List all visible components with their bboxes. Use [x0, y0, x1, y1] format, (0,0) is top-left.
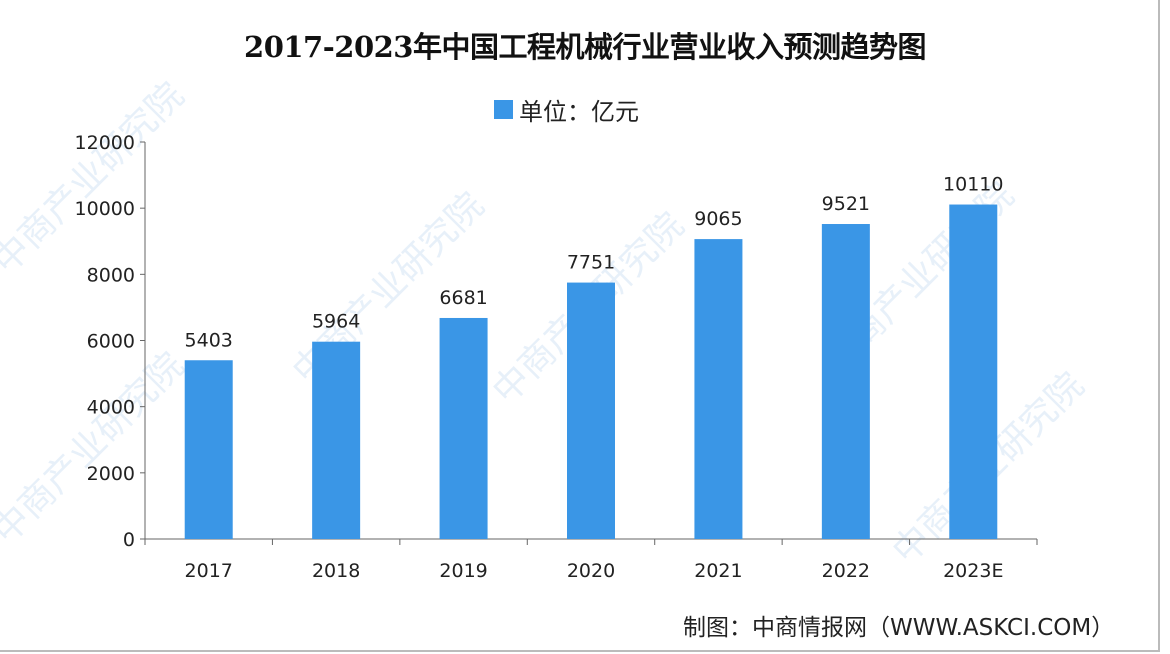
y-tick-label: 8000	[87, 264, 135, 286]
chart-title: 2017-2023年中国工程机械行业营业收入预测趋势图	[244, 30, 926, 64]
bar-2017	[184, 360, 233, 539]
y-tick-label: 12000	[75, 132, 135, 154]
x-tick-label: 2021	[694, 560, 742, 582]
y-tick-label: 2000	[87, 463, 135, 485]
data-label: 9521	[822, 193, 870, 215]
data-label: 5964	[312, 311, 360, 333]
bar-2023E	[949, 204, 998, 539]
bar-2020	[567, 282, 615, 539]
source-note: 制图：中商情报网（WWW.ASKCI.COM）	[683, 615, 1115, 641]
y-tick-label: 10000	[75, 198, 135, 220]
legend-label: 单位：亿元	[519, 98, 639, 126]
x-tick-label: 2018	[312, 560, 360, 582]
x-tick-label: 2020	[567, 560, 615, 582]
bar-2022	[821, 224, 870, 539]
x-tick-label: 2019	[439, 560, 487, 582]
y-tick-label: 4000	[87, 397, 135, 419]
data-label: 7751	[567, 252, 615, 274]
bar-2018	[312, 341, 361, 539]
x-tick-label: 2023E	[943, 560, 1003, 582]
bar-2019	[439, 317, 488, 539]
x-tick-label: 2017	[185, 560, 233, 582]
data-label: 5403	[185, 329, 233, 351]
data-label: 10110	[943, 174, 1003, 196]
legend: 单位：亿元	[494, 92, 639, 127]
y-tick-label: 0	[123, 529, 135, 551]
y-tick-label: 6000	[87, 331, 135, 353]
data-label: 6681	[439, 287, 487, 309]
bar-2021	[694, 239, 743, 539]
data-label: 9065	[694, 208, 742, 230]
x-tick-label: 2022	[822, 560, 870, 582]
legend-swatch	[494, 100, 513, 119]
